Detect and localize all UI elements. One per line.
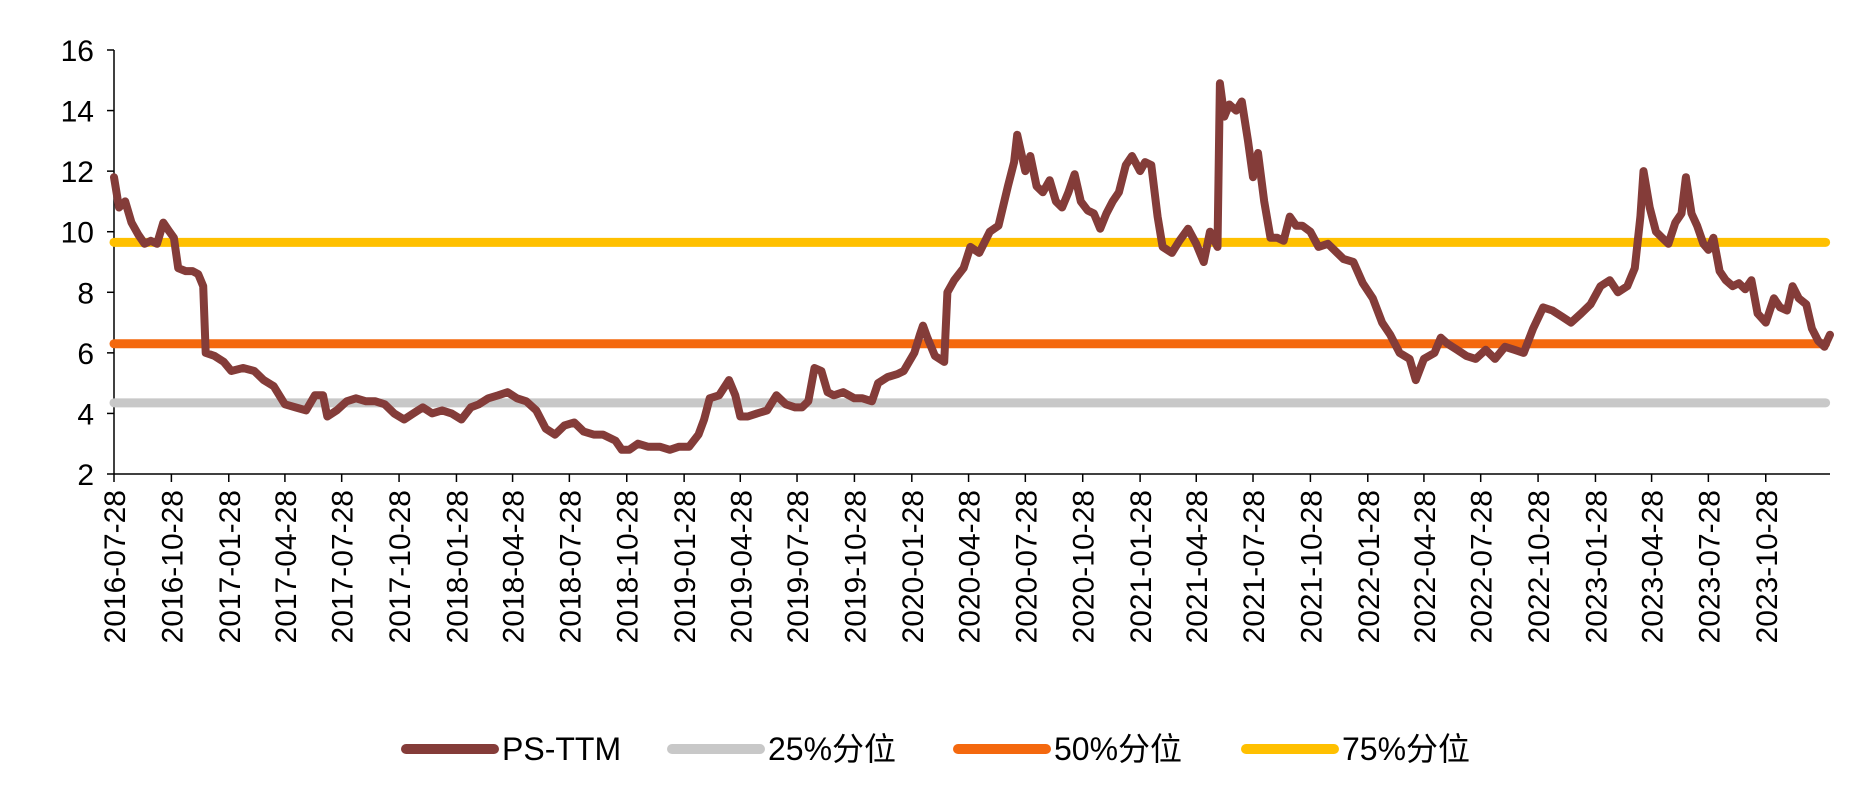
x-tick-label: 2017-04-28 xyxy=(270,490,303,643)
x-tick-label: 2023-04-28 xyxy=(1637,490,1670,643)
legend-label: 75%分位 xyxy=(1342,731,1470,767)
y-tick-label: 4 xyxy=(77,398,94,431)
x-tick-label: 2019-04-28 xyxy=(725,490,758,643)
x-tick-label: 2020-04-28 xyxy=(954,490,987,643)
x-tick-label: 2019-07-28 xyxy=(782,490,815,643)
x-tick-label: 2020-07-28 xyxy=(1010,490,1043,643)
x-tick-label: 2017-01-28 xyxy=(214,490,247,643)
x-tick-label: 2019-01-28 xyxy=(669,490,702,643)
x-tick-label: 2018-10-28 xyxy=(612,490,645,643)
x-tick-label: 2022-07-28 xyxy=(1466,490,1499,643)
series-lines xyxy=(110,79,1834,454)
x-tick-label: 2020-01-28 xyxy=(897,490,930,643)
x-tick-label: 2018-01-28 xyxy=(441,490,474,643)
x-tick-label: 2021-10-28 xyxy=(1295,490,1328,643)
y-tick-label: 14 xyxy=(61,96,94,129)
x-tick-label: 2020-10-28 xyxy=(1068,490,1101,643)
y-tick-label: 16 xyxy=(61,35,94,68)
y-tick-label: 2 xyxy=(77,459,94,492)
y-tick-label: 10 xyxy=(61,217,94,250)
x-tick-label: 2016-07-28 xyxy=(99,490,132,643)
x-tick-label: 2022-01-28 xyxy=(1353,490,1386,643)
legend: PS-TTM 25%分位 50%分位 75%分位 xyxy=(401,731,1470,767)
x-tick-label: 2016-10-28 xyxy=(156,490,189,643)
x-tick-label: 2023-10-28 xyxy=(1751,490,1784,643)
y-tick-label: 6 xyxy=(77,338,94,371)
x-tick-label: 2021-01-28 xyxy=(1125,490,1158,643)
x-tick-label: 2021-07-28 xyxy=(1238,490,1271,643)
x-tick-label: 2022-04-28 xyxy=(1409,490,1442,643)
x-tick-label: 2023-07-28 xyxy=(1693,490,1726,643)
y-tick-label: 8 xyxy=(77,277,94,310)
legend-label: PS-TTM xyxy=(502,731,621,767)
x-axis: 2016-07-28 2016-10-28 2017-01-28 2017-04-28… xyxy=(99,473,1830,643)
x-tick-label: 2017-07-28 xyxy=(327,490,360,643)
x-tick-label: 2021-04-28 xyxy=(1181,490,1214,643)
x-tick-label: 2022-10-28 xyxy=(1523,490,1556,643)
x-tick-label: 2023-01-28 xyxy=(1580,490,1613,643)
plot-area: 2 4 6 8 10 12 14 16 2016-07-28 2016-10-28 2017-01… xyxy=(61,35,1834,643)
x-tick-label: 2018-04-28 xyxy=(498,490,531,643)
x-tick-label: 2017-10-28 xyxy=(384,490,417,643)
x-tick-label: 2019-10-28 xyxy=(839,490,872,643)
series-line-PS-TTM xyxy=(110,79,1834,454)
x-tick-label: 2018-07-28 xyxy=(554,490,587,643)
reference-lines xyxy=(109,237,1831,408)
legend-label: 25%分位 xyxy=(768,731,896,767)
y-tick-label: 12 xyxy=(61,156,94,189)
legend-label: 50%分位 xyxy=(1054,731,1182,767)
y-axis: 2 4 6 8 10 12 14 16 xyxy=(61,35,115,492)
